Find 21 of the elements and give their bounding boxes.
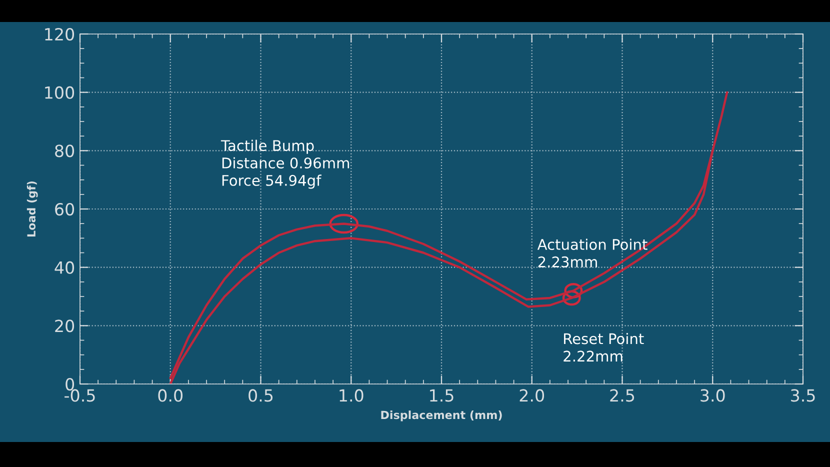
- x-tick-label: -0.5: [64, 389, 95, 402]
- x-tick-label: 3.0: [700, 389, 725, 402]
- y-tick-label: 100: [45, 86, 74, 99]
- x-tick-label: 0.5: [248, 389, 273, 402]
- y-axis-title: Load (gf): [26, 181, 38, 236]
- x-tick-label: 2.0: [520, 389, 544, 402]
- x-tick-label: 0.0: [158, 389, 183, 402]
- y-tick-label: 80: [55, 144, 74, 158]
- annotation: Reset Point 2.22mm: [564, 332, 644, 362]
- x-axis-title: Displacement (mm): [381, 410, 502, 422]
- x-tick-label: 3.5: [791, 389, 815, 402]
- y-tick-label: 40: [54, 261, 74, 274]
- x-tick-label: 2.5: [610, 389, 634, 402]
- x-tick-label: 1.0: [340, 389, 364, 402]
- y-tick-label: 0: [66, 378, 74, 391]
- y-tick-label: 120: [45, 28, 74, 41]
- y-tick-label: 60: [55, 202, 74, 216]
- annotation: Tactile Bump Distance 0.96mm Force 54.94gf: [220, 140, 350, 189]
- y-tick-label: 20: [55, 320, 74, 332]
- x-tick-label: 1.5: [430, 389, 454, 402]
- annotation: Actuation Point 2.23mm: [537, 238, 648, 268]
